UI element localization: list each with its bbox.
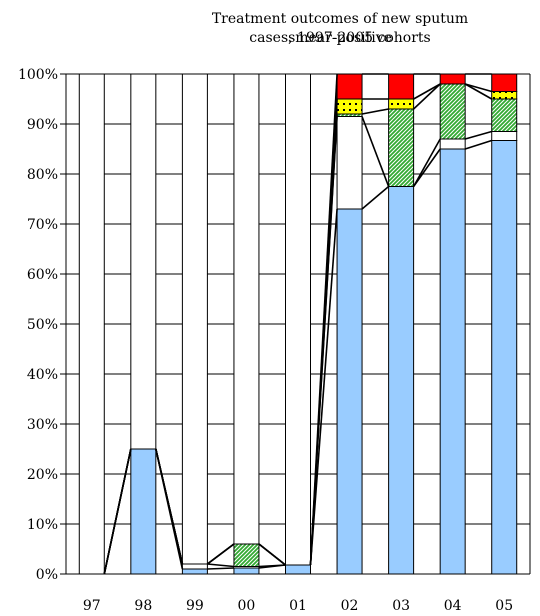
x-tick-labels: 97 98 99 00 01 02 03 04 05 [83,598,513,614]
bar-segment [79,74,104,574]
bar-segment [337,209,362,574]
bar-segment [492,132,517,141]
bar-segment [389,187,414,575]
x-tick-label: 97 [83,598,101,614]
x-tick-label: 00 [238,598,256,614]
x-tick-label: 03 [392,598,410,614]
series-line [362,187,389,210]
series-line [259,544,286,565]
bar-segment [492,99,517,132]
y-tick-label: 70% [27,217,58,233]
x-tick-label: 99 [186,598,204,614]
y-tick-label: 50% [27,317,58,333]
bar-segment [131,449,156,574]
series-line [311,209,338,565]
series-line [465,84,492,99]
bar-segment [389,74,414,99]
series-line [362,109,389,114]
bar-segment [440,139,465,149]
bar-series [79,74,516,574]
y-tick-label: 30% [27,417,58,433]
x-tick-label: 98 [134,598,152,614]
bar-segment [440,74,465,84]
bar-segment [492,74,517,92]
x-tick-label: 05 [495,598,513,614]
series-line [259,565,286,567]
bar-segment [234,544,259,567]
y-tick-label: 80% [27,167,58,183]
series-line [362,117,389,187]
series-line [104,449,131,574]
bar-segment [440,149,465,574]
bar-segment [337,117,362,210]
bar-segment [492,141,517,575]
y-tick-label: 10% [27,517,58,533]
bar-segment [131,74,156,449]
bar-segment [286,565,311,574]
series-line [311,74,338,565]
y-tick-label: 100% [18,67,58,83]
series-line [465,132,492,140]
series-line [207,544,234,564]
bar-segment [389,109,414,187]
series-line [156,449,183,564]
series-line [465,84,492,92]
bar-segment [182,564,207,569]
bar-segment [337,74,362,99]
bar-segment [286,74,311,565]
series-line [207,568,234,569]
y-tick-labels: 0% 10% 20% 30% 40% 50% 60% 70% 80% 90% 100% [18,67,58,583]
x-tick-label: 01 [289,598,307,614]
bar-segment [337,99,362,114]
bar-segment [182,74,207,564]
series-line [414,139,441,187]
y-tick-label: 90% [27,117,58,133]
series-line [465,141,492,150]
x-tick-label: 04 [444,598,462,614]
bar-segment [234,568,259,574]
y-tick-label: 60% [27,267,58,283]
bar-segment [440,84,465,139]
bar-segment [389,99,414,109]
y-tick-label: 40% [27,367,58,383]
y-tick-label: 20% [27,467,58,483]
y-tick-label: 0% [36,567,58,583]
x-tick-label: 02 [341,598,359,614]
bar-segment [182,569,207,574]
bar-segment [234,74,259,544]
bar-segment [492,92,517,100]
series-line [207,564,234,567]
